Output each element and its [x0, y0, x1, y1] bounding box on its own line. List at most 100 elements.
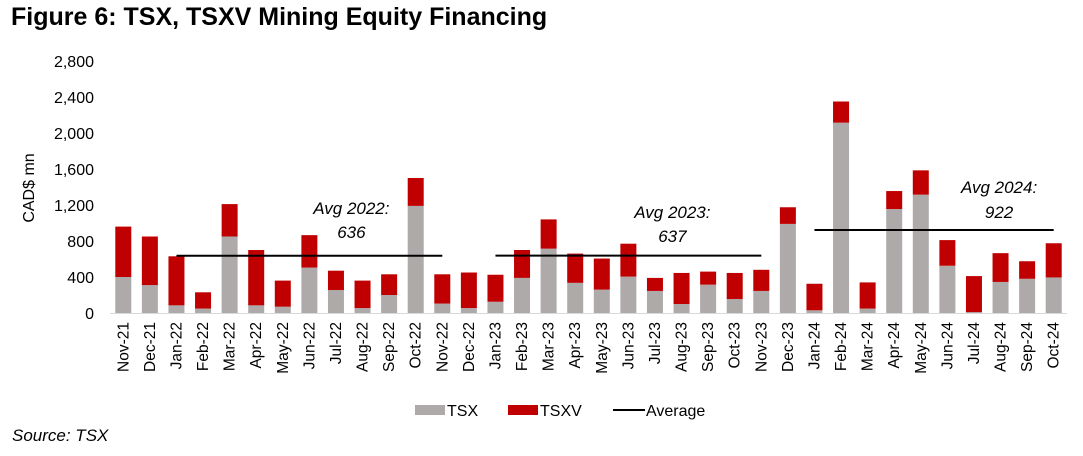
- x-tick-label: Jan-22: [168, 322, 185, 369]
- bar-tsx: [168, 305, 185, 313]
- bar-tsx: [779, 223, 796, 313]
- x-tick-label: Feb-24: [833, 322, 850, 371]
- figure-title: Figure 6: TSX, TSXV Mining Equity Financ…: [11, 3, 548, 31]
- x-tick-label: Feb-22: [195, 322, 212, 371]
- bar-tsxv: [540, 219, 557, 249]
- bar-tsx: [407, 205, 424, 313]
- bar-tsxv: [221, 204, 238, 237]
- bar-tsx: [354, 308, 371, 313]
- bar-tsxv: [115, 226, 132, 277]
- legend-label-tsx: TSX: [447, 403, 478, 420]
- source-note: Source: TSX: [12, 426, 109, 445]
- x-tick-label: Apr-24: [886, 322, 903, 369]
- bar-tsxv: [886, 191, 903, 210]
- bar-tsxv: [381, 274, 398, 295]
- bar-tsxv: [992, 253, 1009, 282]
- y-tick-label: 2,400: [54, 90, 94, 107]
- x-tick-label: Jun-23: [620, 322, 637, 369]
- bar-tsxv: [301, 235, 318, 268]
- bar-tsxv: [753, 269, 770, 291]
- legend-swatch-tsxv: [508, 405, 538, 415]
- y-tick-label: 2,000: [54, 126, 94, 143]
- x-tick-label: Dec-22: [461, 322, 478, 372]
- bar-tsxv: [939, 240, 956, 266]
- x-tick-label: Apr-23: [567, 322, 584, 369]
- bar-tsxv: [673, 272, 690, 304]
- bar-tsx: [540, 248, 557, 313]
- x-tick-label: Jan-24: [806, 322, 823, 370]
- bar-tsx: [301, 267, 318, 313]
- y-tick-label: 400: [67, 270, 94, 287]
- bar-tsx: [753, 290, 770, 313]
- average-lines: Avg 2022: 636 Avg 2023: 637 Avg 2024: 922: [176, 178, 1054, 257]
- x-tick-label: Sep-23: [700, 322, 717, 372]
- bar-tsxv: [514, 250, 531, 278]
- bar-tsx: [141, 285, 158, 313]
- bar-tsx: [221, 236, 238, 313]
- y-tick-label: 1,200: [54, 198, 94, 215]
- x-tick-label: Nov-23: [753, 322, 770, 372]
- bar-tsx: [460, 308, 477, 313]
- bar-tsx: [274, 306, 291, 313]
- bar-tsx: [1045, 277, 1062, 313]
- x-tick-label: Nov-21: [115, 322, 132, 372]
- bar-tsxv: [806, 283, 823, 311]
- bar-tsxv: [965, 276, 982, 313]
- bar-tsxv: [327, 270, 344, 291]
- bar-tsx: [833, 122, 850, 314]
- bar-tsx: [646, 290, 663, 313]
- bar-tsx: [115, 277, 132, 313]
- bar-tsx: [806, 310, 823, 313]
- x-tick-label: Aug-22: [355, 322, 372, 372]
- x-tick-label: Dec-21: [142, 322, 159, 372]
- x-tick-label: Jun-24: [939, 322, 956, 370]
- x-tick-label: May-24: [913, 322, 930, 374]
- average-annotation-value: 637: [658, 227, 687, 246]
- x-tick-label: Oct-22: [408, 322, 425, 369]
- bar-tsxv: [912, 170, 929, 195]
- bars: [115, 101, 1062, 314]
- bar-tsx: [859, 308, 876, 313]
- bar-tsx: [514, 277, 531, 313]
- x-tick-label: Oct-23: [727, 322, 744, 369]
- bar-tsx: [965, 312, 982, 313]
- y-tick-label: 800: [67, 234, 94, 251]
- y-axis-label: CAD$ mn: [21, 153, 38, 222]
- bar-tsx: [487, 301, 504, 313]
- x-tick-label: Feb-23: [514, 322, 531, 371]
- bar-tsx: [912, 194, 929, 313]
- x-tick-label: Jul-22: [328, 322, 345, 364]
- bar-tsxv: [779, 207, 796, 224]
- x-tick-label: Apr-22: [248, 322, 265, 369]
- average-annotation-value: 636: [337, 223, 366, 242]
- bar-tsxv: [620, 243, 637, 277]
- bar-tsx: [434, 303, 451, 313]
- bar-tsxv: [354, 280, 371, 309]
- y-tick-label: 2,800: [54, 54, 94, 71]
- bar-tsxv: [248, 250, 265, 306]
- x-tick-label: Mar-23: [541, 322, 558, 371]
- legend-label-average: Average: [646, 403, 705, 420]
- x-tick-label: Mar-22: [222, 322, 239, 371]
- bar-tsxv: [407, 178, 424, 206]
- bar-tsxv: [274, 280, 291, 307]
- bar-tsx: [992, 281, 1009, 313]
- bar-tsx: [886, 209, 903, 313]
- x-tick-label: May-23: [594, 322, 611, 374]
- bar-tsx: [673, 304, 690, 313]
- bar-tsxv: [168, 256, 185, 306]
- x-axis: Nov-21 Dec-21 Jan-22 Feb-22 Mar-22 Apr-22 May-…: [115, 322, 1062, 374]
- y-tick-label: 1,600: [54, 162, 94, 179]
- bar-tsxv: [593, 258, 610, 290]
- bar-tsxv: [700, 271, 717, 285]
- legend-label-tsxv: TSXV: [540, 403, 582, 420]
- x-tick-label: Dec-23: [780, 322, 797, 372]
- bar-tsx: [620, 276, 637, 313]
- x-tick-label: Jul-23: [647, 322, 664, 364]
- bar-tsxv: [434, 274, 451, 304]
- bar-tsxv: [833, 101, 850, 123]
- bar-tsxv: [567, 253, 584, 283]
- bar-tsxv: [859, 282, 876, 309]
- x-tick-label: Jun-22: [301, 322, 318, 369]
